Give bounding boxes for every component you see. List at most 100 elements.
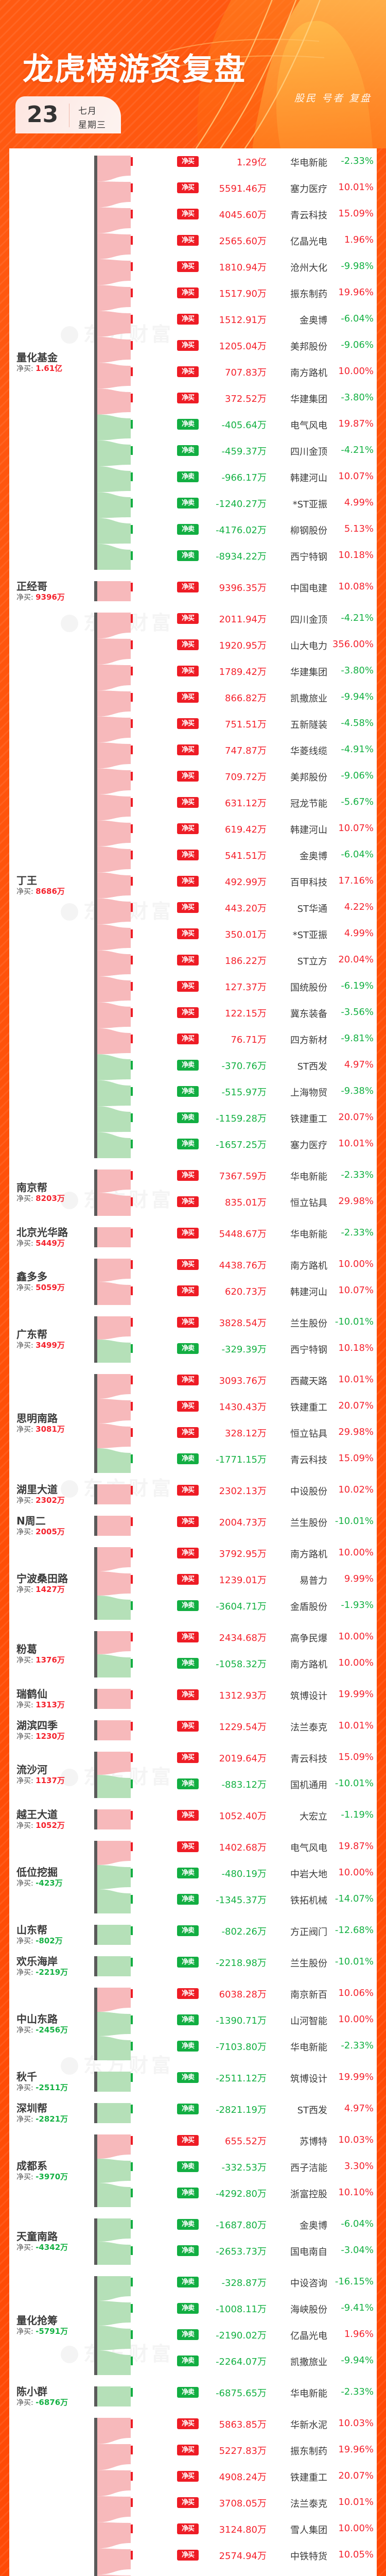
row-stock-name[interactable]: 凯撒旅业: [290, 2357, 327, 2368]
row-stock-name[interactable]: 西子洁能: [290, 2163, 327, 2174]
sankey-row[interactable]: 净买 1517.90万 振东制药 19.96%: [133, 284, 377, 301]
sankey-group[interactable]: 陈小群 净买: -6876万: [9, 2385, 131, 2408]
row-stock-name[interactable]: 振东制药: [290, 289, 327, 300]
row-stock-name[interactable]: 华菱线缆: [290, 746, 327, 757]
sankey-row[interactable]: 净卖 -1345.37万 铁拓机械 -14.07%: [133, 1890, 377, 1908]
sankey-group[interactable]: N周二 净买: 2005万: [9, 1515, 131, 1537]
row-stock-name[interactable]: 上海物贸: [290, 1088, 327, 1098]
sankey-row[interactable]: 净买 709.72万 美邦股份 -9.06%: [133, 767, 377, 785]
sankey-group[interactable]: 湖里大道 净买: 2302万: [9, 1483, 131, 1505]
sankey-row[interactable]: 净买 620.73万 韩建河山 10.07%: [133, 1282, 377, 1299]
sankey-group[interactable]: 量化抢筹 净买: -5791万: [9, 2314, 131, 2336]
row-stock-name[interactable]: 亿晶光电: [290, 236, 327, 247]
sankey-row[interactable]: 净卖 -883.12万 国机通用 -10.01%: [133, 1775, 377, 1792]
sankey-row[interactable]: 净买 1.29亿 华电新能 -2.33%: [133, 152, 377, 170]
row-stock-name[interactable]: 中设咨询: [290, 2278, 327, 2289]
row-stock-name[interactable]: 沧州大化: [290, 263, 327, 274]
sankey-row[interactable]: 净买 2574.94万 中铁特货 10.05%: [133, 2546, 377, 2564]
sankey-row[interactable]: 净卖 -405.64万 电气风电 19.87%: [133, 415, 377, 433]
row-stock-name[interactable]: ST立方: [297, 956, 327, 967]
row-stock-name[interactable]: 铁建重工: [290, 1402, 327, 1413]
sankey-group[interactable]: 粉葛 净买: 1376万: [9, 1643, 131, 1665]
sankey-row[interactable]: 净买 9396.35万 中国电建 10.08%: [133, 578, 377, 596]
row-stock-name[interactable]: 美邦股份: [290, 772, 327, 783]
row-stock-name[interactable]: 大宏立: [300, 1811, 327, 1822]
sankey-row[interactable]: 净买 1239.01万 易普力 9.99%: [133, 1570, 377, 1588]
sankey-row[interactable]: 净买 2565.60万 亿晶光电 1.96%: [133, 231, 377, 249]
sankey-row[interactable]: 净买 1402.68万 电气风电 19.87%: [133, 1838, 377, 1855]
sankey-row[interactable]: 净买 492.99万 百甲科技 17.16%: [133, 872, 377, 890]
sankey-group[interactable]: 流沙河 净买: 1137万: [9, 1764, 131, 1786]
sankey-row[interactable]: 净卖 -459.37万 四川金顶 -4.21%: [133, 442, 377, 459]
sankey-group[interactable]: 天童南路 净买: -4342万: [9, 2230, 131, 2252]
sankey-row[interactable]: 净买 76.71万 四方新材 -9.81%: [133, 1030, 377, 1047]
row-stock-name[interactable]: 韩建河山: [290, 1287, 327, 1298]
row-stock-name[interactable]: 电气风电: [290, 1843, 327, 1854]
row-stock-name[interactable]: 青云科技: [290, 1455, 327, 1466]
row-stock-name[interactable]: 南方路机: [290, 1549, 327, 1560]
sankey-row[interactable]: 净买 751.51万 五新隧装 -4.58%: [133, 715, 377, 732]
row-stock-name[interactable]: 兰生股份: [290, 1318, 327, 1329]
row-stock-name[interactable]: 法兰泰克: [290, 1722, 327, 1733]
sankey-row[interactable]: 净卖 -4292.80万 浙富控股 10.10%: [133, 2184, 377, 2201]
sankey-row[interactable]: 净买 4045.60万 青云科技 15.09%: [133, 205, 377, 223]
row-stock-name[interactable]: 兰生股份: [290, 1518, 327, 1529]
row-stock-name[interactable]: 青云科技: [290, 210, 327, 221]
row-stock-name[interactable]: 金奥博: [300, 2221, 327, 2231]
sankey-row[interactable]: 净卖 -3604.71万 金盾股份 -1.93%: [133, 1597, 377, 1614]
row-stock-name[interactable]: 华电新能: [290, 158, 327, 168]
sankey-row[interactable]: 净买 5863.85万 华新水泥 10.03%: [133, 2415, 377, 2432]
row-stock-name[interactable]: 南方路机: [290, 1261, 327, 1272]
row-stock-name[interactable]: 西宁特钢: [290, 552, 327, 563]
row-stock-name[interactable]: 四方新材: [290, 1035, 327, 1046]
sankey-group[interactable]: 南京帮 净买: 8203万: [9, 1181, 131, 1204]
sankey-group[interactable]: 北京光华路 净买: 5449万: [9, 1226, 131, 1248]
sankey-group[interactable]: 宁波桑田路 净买: 1427万: [9, 1572, 131, 1595]
sankey-row[interactable]: 净买 1512.91万 金奥博 -6.04%: [133, 310, 377, 328]
sankey-group[interactable]: 山东帮 净买: -802万: [9, 1924, 131, 1946]
row-stock-name[interactable]: 金奥博: [300, 315, 327, 326]
row-stock-name[interactable]: 铁建重工: [290, 1114, 327, 1125]
sankey-row[interactable]: 净买 3792.95万 南方路机 10.00%: [133, 1544, 377, 1562]
sankey-row[interactable]: 净卖 -1771.15万 青云科技 15.09%: [133, 1450, 377, 1467]
sankey-row[interactable]: 净买 1430.43万 铁建重工 20.07%: [133, 1397, 377, 1415]
row-stock-name[interactable]: 筑博设计: [290, 2074, 327, 2084]
sankey-row[interactable]: 净买 619.42万 韩建河山 10.07%: [133, 820, 377, 837]
sankey-row[interactable]: 净卖 -515.97万 上海物贸 -9.38%: [133, 1082, 377, 1100]
row-stock-name[interactable]: 南方路机: [290, 1659, 327, 1670]
row-stock-name[interactable]: 华电新能: [290, 1172, 327, 1182]
row-stock-name[interactable]: 韩建河山: [290, 825, 327, 836]
sankey-row[interactable]: 净买 328.12万 恒立钻具 29.98%: [133, 1423, 377, 1441]
sankey-row[interactable]: 净卖 -1657.25万 塞力医疗 10.01%: [133, 1135, 377, 1153]
sankey-row[interactable]: 净买 3708.05万 法兰泰克 10.01%: [133, 2494, 377, 2511]
row-stock-name[interactable]: 高争民爆: [290, 1633, 327, 1644]
sankey-row[interactable]: 净买 1789.42万 华建集团 -3.80%: [133, 662, 377, 680]
sankey-row[interactable]: 净卖 -329.39万 西宁特钢 10.18%: [133, 1340, 377, 1357]
row-stock-name[interactable]: 恒立钻具: [290, 1198, 327, 1209]
row-stock-name[interactable]: 金盾股份: [290, 1602, 327, 1613]
sankey-row[interactable]: 净买 541.51万 金奥博 -6.04%: [133, 846, 377, 863]
row-stock-name[interactable]: *ST亚振: [292, 499, 327, 510]
row-stock-name[interactable]: 方正阀门: [290, 1927, 327, 1938]
sankey-row[interactable]: 净买 6038.28万 南京新百 10.06%: [133, 1985, 377, 2002]
sankey-row[interactable]: 净买 747.87万 华菱线缆 -4.91%: [133, 741, 377, 758]
row-stock-name[interactable]: 国机通用: [290, 1780, 327, 1791]
sankey-group[interactable]: 深圳帮 净买: -2821万: [9, 2102, 131, 2124]
sankey-group[interactable]: 湖滨四季 净买: 1230万: [9, 1719, 131, 1741]
row-stock-name[interactable]: 中国电建: [290, 583, 327, 594]
row-stock-name[interactable]: 雪人集团: [290, 2525, 327, 2536]
row-stock-name[interactable]: 亿晶光电: [290, 2331, 327, 2342]
sankey-group[interactable]: 丁王 净买: 8686万: [9, 874, 131, 896]
sankey-row[interactable]: 净买 866.82万 凯撒旅业 -9.94%: [133, 688, 377, 706]
row-stock-name[interactable]: 冀东装备: [290, 1009, 327, 1020]
sankey-group[interactable]: 中山东路 净买: -2456万: [9, 2013, 131, 2035]
sankey-row[interactable]: 净卖 -328.87万 中设咨询 -16.15%: [133, 2273, 377, 2291]
row-stock-name[interactable]: 西藏天路: [290, 1376, 327, 1387]
sankey-row[interactable]: 净卖 -4176.02万 柳钢股份 5.13%: [133, 520, 377, 538]
sankey-row[interactable]: 净买 5448.67万 华电新能 -2.33%: [133, 1224, 377, 1242]
sankey-row[interactable]: 净卖 -480.19万 中岩大地 10.00%: [133, 1864, 377, 1882]
row-stock-name[interactable]: ST西发: [297, 1061, 327, 1072]
row-stock-name[interactable]: 韩建河山: [290, 473, 327, 484]
sankey-row[interactable]: 净买 631.12万 冠龙节能 -5.67%: [133, 793, 377, 811]
sankey-row[interactable]: 净买 2302.13万 中设股份 10.02%: [133, 1481, 377, 1499]
